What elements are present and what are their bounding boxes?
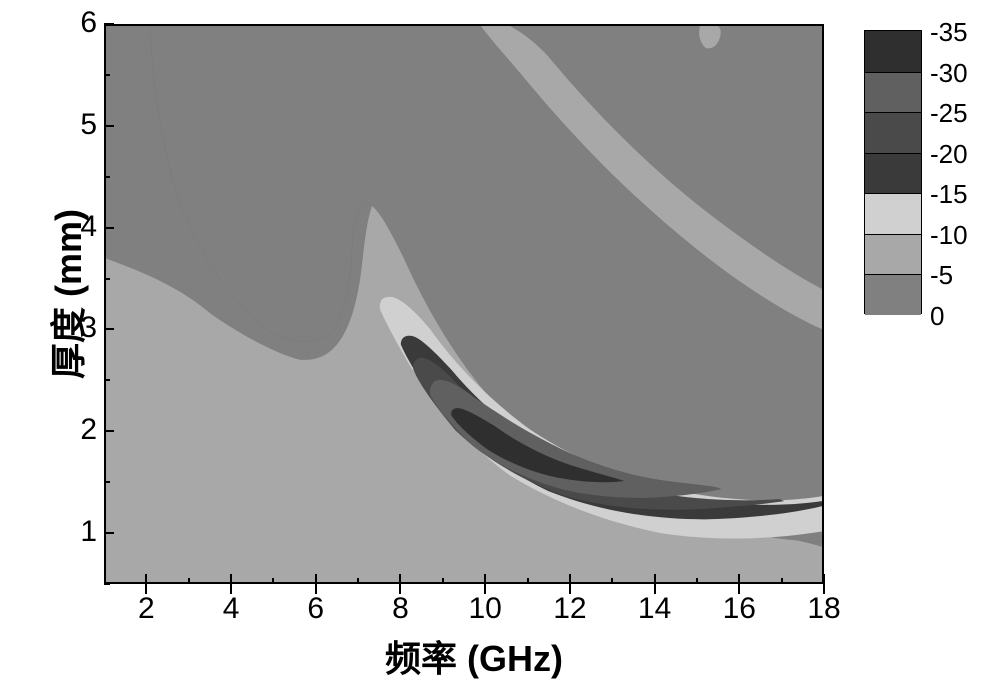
y-minor-tick [104, 481, 110, 483]
y-tick-label: 4 [59, 210, 97, 244]
y-tick [104, 328, 114, 330]
x-tick-label: 18 [799, 592, 849, 626]
y-tick [104, 430, 114, 432]
x-tick-label: 4 [206, 592, 256, 626]
x-tick-label: 14 [630, 592, 680, 626]
x-minor-tick [781, 578, 783, 584]
y-minor-tick [104, 74, 110, 76]
x-tick [145, 574, 147, 584]
y-tick [104, 532, 114, 534]
x-tick [738, 574, 740, 584]
y-tick-label: 1 [59, 515, 97, 549]
x-tick-label: 10 [460, 592, 510, 626]
x-minor-tick [272, 578, 274, 584]
y-tick [104, 125, 114, 127]
x-minor-tick [442, 578, 444, 584]
colorbar-segment [865, 193, 921, 234]
colorbar-segment [865, 274, 921, 315]
colorbar-segment [865, 234, 921, 275]
colorbar-tick-label: -10 [930, 220, 968, 251]
y-tick-label: 6 [59, 6, 97, 40]
y-minor-tick [104, 176, 110, 178]
x-tick [399, 574, 401, 584]
y-minor-tick [104, 379, 110, 381]
y-minor-tick [104, 278, 110, 280]
colorbar-divider [865, 112, 921, 113]
colorbar-tick-label: -15 [930, 179, 968, 210]
x-tick-label: 12 [545, 592, 595, 626]
colorbar-tick-label: 0 [930, 301, 944, 332]
x-minor-tick [527, 578, 529, 584]
colorbar-divider [865, 234, 921, 235]
x-tick [315, 574, 317, 584]
chart-container: 厚度 (mm) 频率 (GHz) 24681012141618123456-35… [0, 0, 1000, 698]
colorbar-divider [865, 193, 921, 194]
x-tick-label: 2 [121, 592, 171, 626]
y-tick [104, 23, 114, 25]
colorbar-tick-label: -25 [930, 98, 968, 129]
x-minor-tick [188, 578, 190, 584]
x-tick-label: 8 [375, 592, 425, 626]
colorbar-tick-label: -5 [930, 260, 953, 291]
colorbar-divider [865, 153, 921, 154]
x-tick [569, 574, 571, 584]
y-tick-label: 5 [59, 108, 97, 142]
x-tick [654, 574, 656, 584]
colorbar-segment [865, 72, 921, 113]
x-axis-label: 频率 (GHz) [344, 630, 604, 682]
y-minor-tick [104, 583, 110, 585]
x-tick [484, 574, 486, 584]
contour-region [699, 26, 721, 49]
colorbar-segment [865, 31, 921, 72]
y-tick-label: 2 [59, 413, 97, 447]
colorbar-segment [865, 112, 921, 153]
colorbar [864, 30, 922, 314]
x-tick [230, 574, 232, 584]
colorbar-divider [865, 274, 921, 275]
colorbar-tick-label: -30 [930, 58, 968, 89]
contour-svg [106, 26, 822, 582]
x-tick-label: 16 [714, 592, 764, 626]
contour-plot [104, 24, 824, 584]
x-minor-tick [696, 578, 698, 584]
y-tick [104, 227, 114, 229]
y-tick-label: 3 [59, 311, 97, 345]
x-tick [823, 574, 825, 584]
colorbar-tick-label: -35 [930, 17, 968, 48]
colorbar-segment [865, 153, 921, 194]
colorbar-divider [865, 72, 921, 73]
colorbar-tick-label: -20 [930, 139, 968, 170]
x-minor-tick [357, 578, 359, 584]
x-minor-tick [611, 578, 613, 584]
x-tick-label: 6 [291, 592, 341, 626]
